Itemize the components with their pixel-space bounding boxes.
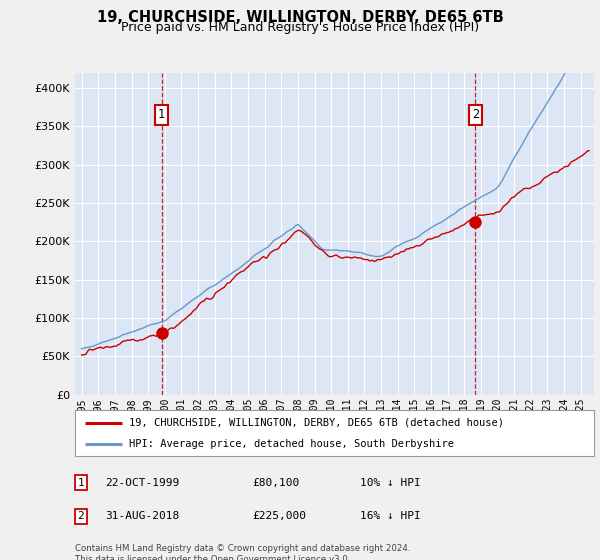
Text: 31-AUG-2018: 31-AUG-2018 [105, 511, 179, 521]
Text: 19, CHURCHSIDE, WILLINGTON, DERBY, DE65 6TB (detached house): 19, CHURCHSIDE, WILLINGTON, DERBY, DE65 … [130, 418, 505, 428]
Text: Contains HM Land Registry data © Crown copyright and database right 2024.
This d: Contains HM Land Registry data © Crown c… [75, 544, 410, 560]
Text: 1: 1 [158, 109, 165, 122]
Text: £80,100: £80,100 [252, 478, 299, 488]
Text: HPI: Average price, detached house, South Derbyshire: HPI: Average price, detached house, Sout… [130, 439, 454, 449]
Text: 2: 2 [472, 109, 479, 122]
Text: 2: 2 [77, 511, 85, 521]
Text: Price paid vs. HM Land Registry's House Price Index (HPI): Price paid vs. HM Land Registry's House … [121, 21, 479, 34]
Text: 16% ↓ HPI: 16% ↓ HPI [360, 511, 421, 521]
Text: 22-OCT-1999: 22-OCT-1999 [105, 478, 179, 488]
Text: 10% ↓ HPI: 10% ↓ HPI [360, 478, 421, 488]
Text: 19, CHURCHSIDE, WILLINGTON, DERBY, DE65 6TB: 19, CHURCHSIDE, WILLINGTON, DERBY, DE65 … [97, 10, 503, 25]
Text: 1: 1 [77, 478, 85, 488]
Text: £225,000: £225,000 [252, 511, 306, 521]
